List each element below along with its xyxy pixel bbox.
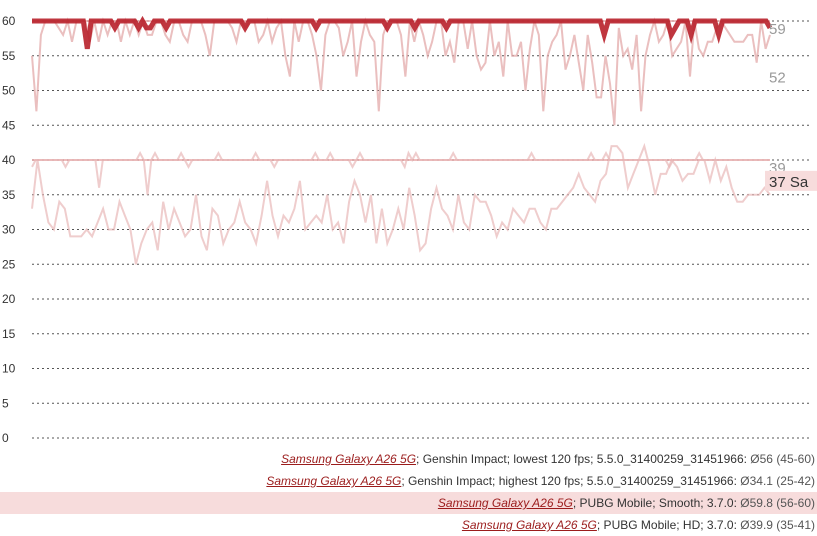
legend-stats: Ø34.1 (25-42) [740, 474, 815, 488]
legend-entry[interactable]: Samsung Galaxy A26 5G; PUBG Mobile; HD; … [0, 514, 817, 536]
y-tick-label: 20 [2, 292, 16, 306]
legend-device-link[interactable]: Samsung Galaxy A26 5G [281, 452, 417, 466]
legend-description: ; Genshin Impact; lowest 120 fps; 5.5.0_… [416, 452, 751, 466]
y-tick-label: 55 [2, 49, 16, 63]
legend-device-link[interactable]: Samsung Galaxy A26 5G [437, 496, 573, 510]
legend-device-link[interactable]: Samsung Galaxy A26 5G [266, 474, 402, 488]
y-tick-label: 5 [2, 396, 9, 410]
y-tick-label: 50 [2, 84, 16, 98]
grid-lines [32, 20, 812, 439]
legend-description: ; PUBG Mobile; HD; 3.7.0: [596, 518, 741, 532]
y-tick-label: 10 [2, 362, 16, 376]
y-tick-label: 35 [2, 188, 16, 202]
series-line [31, 150, 770, 195]
y-tick-label: 60 [2, 14, 16, 28]
y-axis-ticks: 0 5 10 15 20 25 30 35 40 45 50 55 60 [2, 14, 16, 445]
end-label: 59 [769, 21, 786, 38]
series-lines [31, 15, 773, 265]
legend-description: ; Genshin Impact; highest 120 fps; 5.5.0… [401, 474, 741, 488]
legend-entry[interactable]: Samsung Galaxy A26 5G; Genshin Impact; h… [0, 470, 817, 492]
legend-stats: Ø56 (45-60) [750, 452, 815, 466]
y-tick-label: 0 [2, 431, 9, 445]
y-tick-label: 45 [2, 118, 16, 132]
y-tick-label: 40 [2, 153, 16, 167]
series-line [32, 15, 773, 50]
y-tick-label: 25 [2, 257, 16, 271]
legend-stats: Ø59.8 (56-60) [740, 496, 815, 510]
legend-entry[interactable]: Samsung Galaxy A26 5G; Genshin Impact; l… [0, 448, 817, 470]
legend-description: ; PUBG Mobile; Smooth; 3.7.0: [572, 496, 741, 510]
end-label: 37 Sa [769, 174, 809, 191]
legend: Samsung Galaxy A26 5G; Genshin Impact; l… [0, 448, 817, 536]
legend-entry[interactable]: Samsung Galaxy A26 5G; PUBG Mobile; Smoo… [0, 492, 817, 514]
end-label: 52 [769, 70, 786, 87]
y-tick-label: 30 [2, 223, 16, 237]
series-line [31, 142, 771, 265]
series-line [31, 17, 771, 126]
end-label-highlight [765, 170, 817, 191]
legend-device-link[interactable]: Samsung Galaxy A26 5G [461, 518, 597, 532]
legend-stats: Ø39.9 (35-41) [740, 518, 815, 532]
y-tick-label: 15 [2, 327, 16, 341]
